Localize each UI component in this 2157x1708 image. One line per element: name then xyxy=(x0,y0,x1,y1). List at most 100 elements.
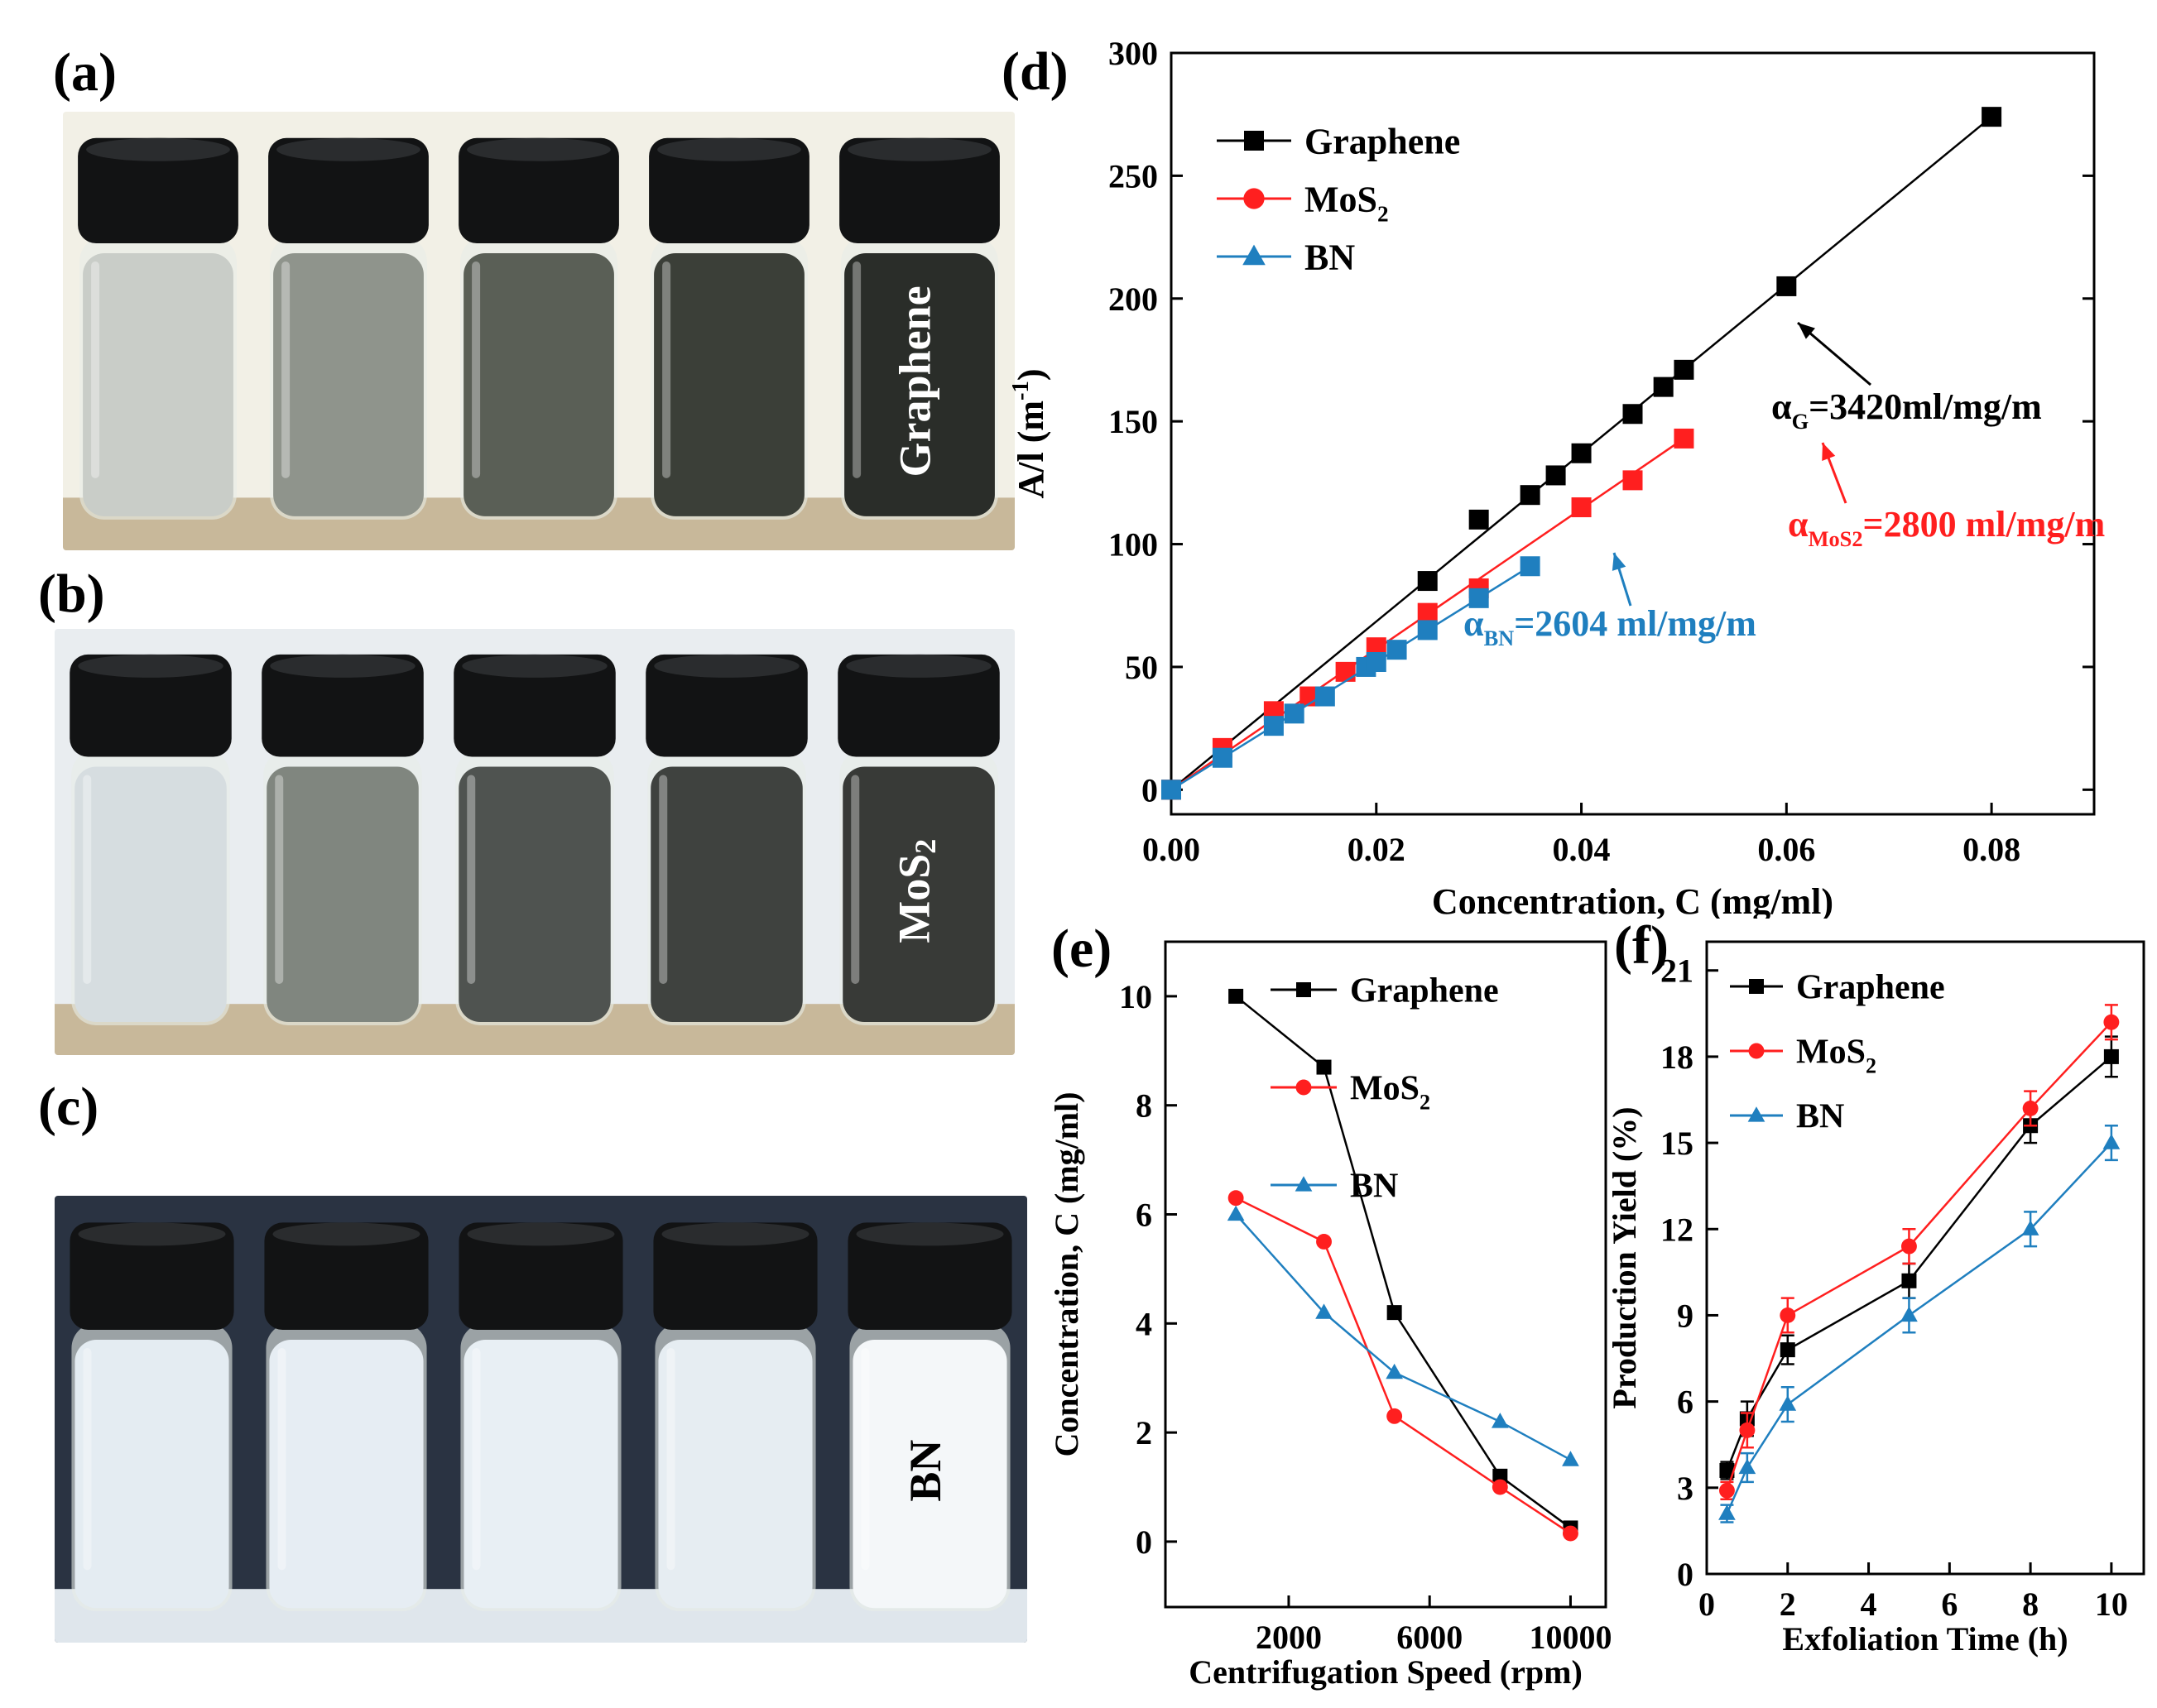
vial-cap-top xyxy=(467,1222,615,1246)
vial-cap xyxy=(78,137,238,243)
data-point xyxy=(1417,620,1438,640)
y-tick-label: 18 xyxy=(1660,1039,1693,1076)
vial-cap xyxy=(848,1222,1012,1330)
data-point xyxy=(1491,1413,1509,1428)
data-point xyxy=(1316,1059,1332,1075)
data-point xyxy=(1227,1190,1244,1207)
vial xyxy=(70,654,232,1025)
vial-liquid xyxy=(464,253,614,516)
data-point xyxy=(1520,485,1540,506)
vial-glare xyxy=(851,775,860,984)
series-graphene xyxy=(1719,1035,2119,1480)
data-point xyxy=(1243,188,1265,209)
data-point xyxy=(1719,1462,1735,1478)
arrow-head xyxy=(1822,443,1836,461)
vial-cap xyxy=(653,1222,818,1330)
vial xyxy=(70,1222,234,1612)
data-point xyxy=(1900,1306,1918,1322)
vial-cap-top xyxy=(657,137,801,161)
vial-cap-top xyxy=(846,654,992,678)
data-point xyxy=(1780,1342,1795,1358)
x-tick-label: 4 xyxy=(1861,1586,1877,1623)
data-point xyxy=(1315,1303,1333,1319)
data-point xyxy=(1366,652,1386,672)
data-point xyxy=(1739,1422,1756,1438)
x-tick-label: 10 xyxy=(2095,1586,2128,1623)
data-point xyxy=(1227,1205,1245,1221)
data-point xyxy=(1492,1468,1508,1484)
arrow-mos2 xyxy=(1821,442,1847,504)
arrow-head xyxy=(1612,553,1626,571)
data-point xyxy=(1244,131,1264,151)
legend-item: MoS2 xyxy=(1271,1070,1430,1115)
x-tick-label: 6 xyxy=(1941,1586,1958,1623)
photo-graphene-vials: Graphene xyxy=(63,112,1015,550)
data-point xyxy=(1263,716,1284,736)
y-tick-label: 150 xyxy=(1108,403,1158,440)
series-line xyxy=(1235,1197,1572,1535)
data-point xyxy=(1749,979,1764,994)
vial xyxy=(264,1222,429,1612)
y-tick-label: 4 xyxy=(1136,1305,1152,1342)
series-line xyxy=(1726,1142,2112,1514)
vial-cap-top xyxy=(467,137,611,161)
vial-liquid xyxy=(464,1340,618,1609)
y-tick-label: 2 xyxy=(1136,1414,1152,1451)
data-point xyxy=(1718,1504,1736,1520)
data-point xyxy=(1242,244,1266,266)
vial xyxy=(646,654,808,1025)
data-point xyxy=(1982,107,2002,127)
y-tick-label: 8 xyxy=(1136,1087,1152,1125)
data-point xyxy=(1674,359,1694,380)
data-point xyxy=(1386,1305,1402,1321)
annotation-graphene: αG=3420ml/mg/m xyxy=(1771,386,2042,434)
vial xyxy=(838,654,1000,1025)
panel-label-b: (b) xyxy=(38,564,105,624)
vial-cap xyxy=(454,654,616,757)
data-point xyxy=(1562,1451,1579,1466)
data-point xyxy=(1900,1238,1917,1255)
vial-glare xyxy=(472,1348,481,1571)
data-point xyxy=(1335,661,1356,682)
vial-cap-top xyxy=(462,654,608,678)
y-tick-label: 6 xyxy=(1136,1197,1152,1234)
y-axis-label: A/l (m-1) xyxy=(1008,368,1051,498)
data-point xyxy=(1228,988,1244,1004)
panel-label: (e) xyxy=(1051,919,1112,979)
vial-cap xyxy=(646,654,808,757)
y-tick-label: 21 xyxy=(1660,952,1693,990)
vial-cap xyxy=(264,1222,429,1330)
data-point xyxy=(1295,1079,1312,1096)
legend-label: MoS2 xyxy=(1796,1034,1876,1078)
data-point xyxy=(1780,1307,1796,1323)
data-point xyxy=(2102,1134,2121,1149)
data-point xyxy=(1417,571,1438,592)
legend-item: BN xyxy=(1271,1168,1398,1206)
vial-cap xyxy=(268,137,429,243)
plot-frame xyxy=(1164,940,1607,1609)
arrow-graphene xyxy=(1797,321,1871,386)
series-line xyxy=(1726,1021,2112,1491)
vial xyxy=(848,1222,1012,1612)
y-tick-label: 0 xyxy=(1677,1556,1693,1593)
y-tick-label: 15 xyxy=(1660,1125,1693,1162)
vial-cap-top xyxy=(86,137,230,161)
data-point xyxy=(1562,1525,1578,1542)
vial-glare xyxy=(83,1348,92,1571)
series-graphene xyxy=(1228,988,1578,1536)
vial xyxy=(262,654,424,1025)
vial-cap xyxy=(459,137,619,243)
y-axis-label: Production Yield (%) xyxy=(1606,1106,1643,1408)
data-point xyxy=(1520,556,1540,577)
vial-liquid xyxy=(651,766,803,1022)
vial-label: Graphene xyxy=(890,285,939,477)
vial-cap-top xyxy=(272,1222,420,1246)
data-point xyxy=(1161,780,1181,800)
data-point xyxy=(1718,1482,1735,1499)
vial-glare xyxy=(662,261,671,478)
photo-bn-vials: BN xyxy=(55,1196,1027,1643)
vial-glare xyxy=(91,261,100,478)
data-point xyxy=(1417,602,1438,623)
series-bn xyxy=(1227,1205,1579,1466)
legend-label: Graphene xyxy=(1796,969,1945,1007)
